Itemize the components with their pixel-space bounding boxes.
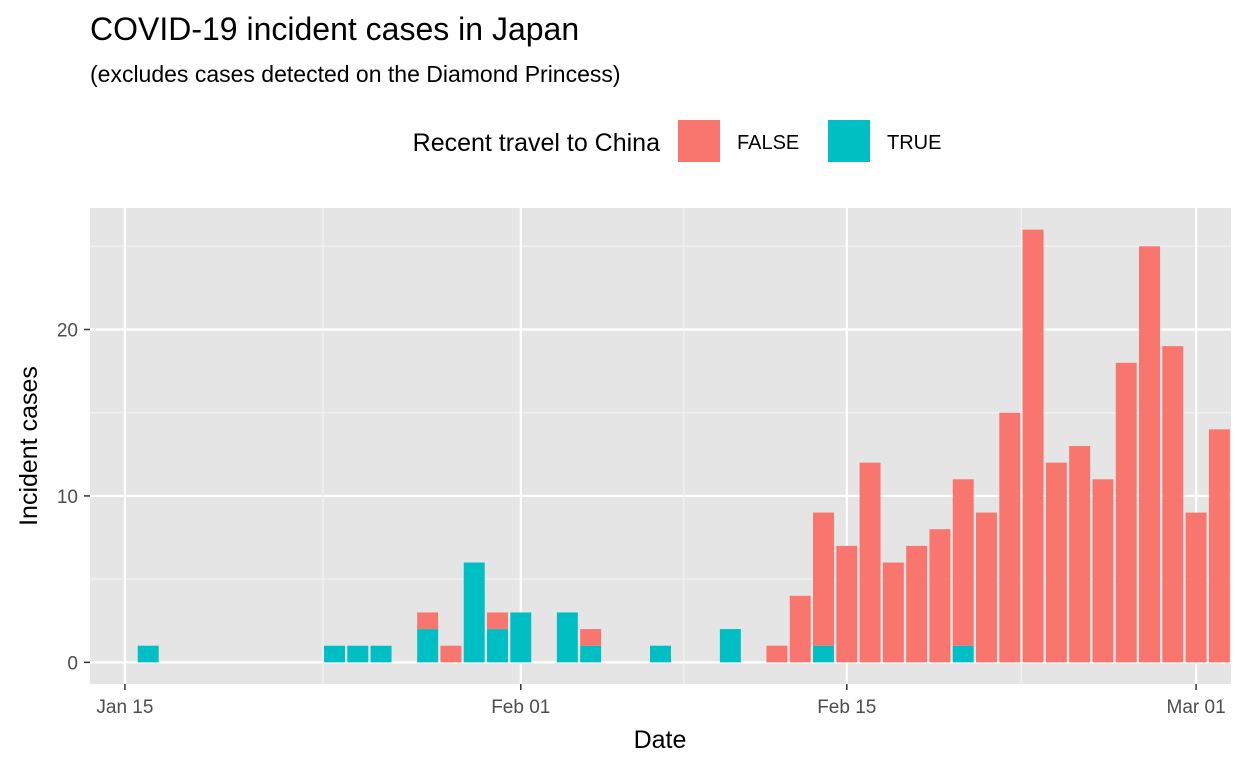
- bar-false: [1115, 362, 1137, 663]
- legend-label-true: TRUE: [887, 132, 941, 154]
- bar-true: [719, 629, 741, 663]
- bar-false: [1069, 446, 1091, 663]
- bar-false: [999, 412, 1021, 663]
- bar-false: [859, 462, 881, 663]
- bar-false: [487, 612, 508, 630]
- bar-false: [952, 479, 974, 646]
- bar-true: [556, 612, 578, 663]
- legend: Recent travel to China FALSE TRUE: [413, 120, 941, 162]
- legend-label-false: FALSE: [737, 132, 799, 154]
- legend-title: Recent travel to China: [413, 129, 660, 157]
- bar-false: [882, 562, 904, 663]
- bar-false: [766, 645, 788, 663]
- bar-false: [813, 512, 834, 646]
- bar-false: [1045, 462, 1067, 663]
- y-tick-label: 0: [67, 653, 78, 674]
- bar-false: [929, 529, 951, 663]
- axes: 0 10 20 Jan 15 Feb 01 Feb 15 Mar 01: [57, 320, 1226, 718]
- bar-true: [370, 645, 392, 663]
- bar-true: [347, 645, 369, 663]
- bar-false: [1185, 512, 1207, 663]
- bar-true: [137, 645, 159, 663]
- bar-false: [976, 512, 997, 663]
- bar-true: [510, 612, 532, 663]
- x-tick-label: Feb 15: [817, 697, 876, 718]
- bar-true: [417, 629, 439, 663]
- y-tick-label: 20: [57, 320, 78, 341]
- bar-true: [580, 645, 602, 663]
- gridlines: [90, 208, 1231, 684]
- bar-false: [417, 612, 439, 630]
- bar-true: [813, 645, 834, 663]
- y-tick-label: 10: [57, 487, 78, 508]
- bar-true: [324, 645, 345, 663]
- bar-false: [1022, 229, 1044, 663]
- bar-false: [789, 595, 811, 663]
- bar-false: [906, 545, 928, 663]
- x-tick-label: Mar 01: [1167, 697, 1226, 718]
- chart-title: COVID-19 incident cases in Japan: [90, 11, 579, 47]
- bar-true: [952, 645, 974, 663]
- bar-false: [1139, 246, 1160, 663]
- x-axis-title: Date: [634, 726, 687, 754]
- bar-false: [440, 645, 462, 663]
- x-tick-label: Feb 01: [491, 697, 550, 718]
- bar-true: [650, 645, 671, 663]
- bar-true: [487, 629, 508, 663]
- bar-false: [1162, 346, 1184, 663]
- bar-false: [1092, 479, 1114, 663]
- legend-swatch-false: [678, 120, 720, 162]
- bar-true: [463, 562, 485, 663]
- legend-swatch-true: [828, 120, 870, 162]
- bars: [137, 229, 1230, 663]
- y-axis-title: Incident cases: [15, 366, 43, 526]
- bar-false: [1208, 429, 1230, 663]
- bar-false: [836, 545, 858, 663]
- chart-subtitle: (excludes cases detected on the Diamond …: [90, 61, 621, 87]
- bar-false: [580, 629, 602, 646]
- x-tick-label: Jan 15: [96, 697, 153, 718]
